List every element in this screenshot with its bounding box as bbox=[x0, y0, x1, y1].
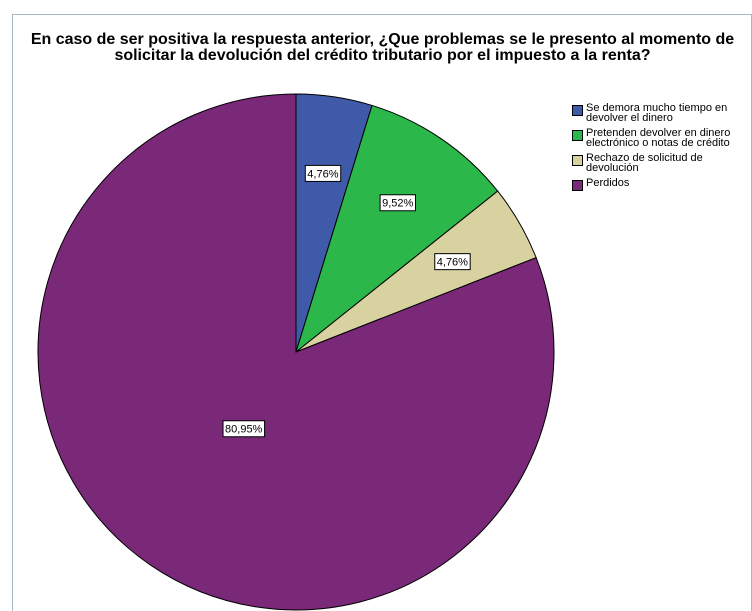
legend-item: Se demora mucho tiempo en devolver el di… bbox=[572, 102, 752, 124]
legend-label: Rechazo de solicitud de devolución bbox=[586, 152, 703, 174]
legend-item: Rechazo de solicitud de devolución bbox=[572, 152, 752, 174]
data-label-box bbox=[434, 253, 471, 271]
legend-swatch bbox=[572, 130, 583, 141]
legend-item: Perdidos bbox=[572, 178, 752, 191]
data-label-box bbox=[304, 164, 342, 182]
legend-swatch bbox=[572, 105, 583, 116]
data-label: 4,76% bbox=[307, 168, 338, 180]
data-label-box bbox=[222, 420, 266, 438]
legend-item: Pretenden devolver en dinero electrónico… bbox=[572, 127, 752, 149]
legend-swatch bbox=[572, 180, 583, 191]
pie-slice bbox=[37, 93, 555, 611]
data-label-box bbox=[379, 194, 417, 212]
chart-title: En caso de ser positiva la respuesta ant… bbox=[30, 31, 735, 64]
data-label: 80,95% bbox=[225, 424, 263, 436]
legend-label: Pretenden devolver en dinero electrónico… bbox=[586, 127, 731, 149]
legend-swatch bbox=[572, 155, 583, 166]
legend-label: Perdidos bbox=[586, 177, 630, 189]
data-label: 4,76% bbox=[437, 257, 468, 269]
pie-slice bbox=[295, 104, 499, 354]
data-label: 9,52% bbox=[382, 198, 413, 210]
legend-label: Se demora mucho tiempo en devolver el di… bbox=[586, 102, 728, 124]
legend: Se demora mucho tiempo en devolver el di… bbox=[572, 103, 752, 196]
